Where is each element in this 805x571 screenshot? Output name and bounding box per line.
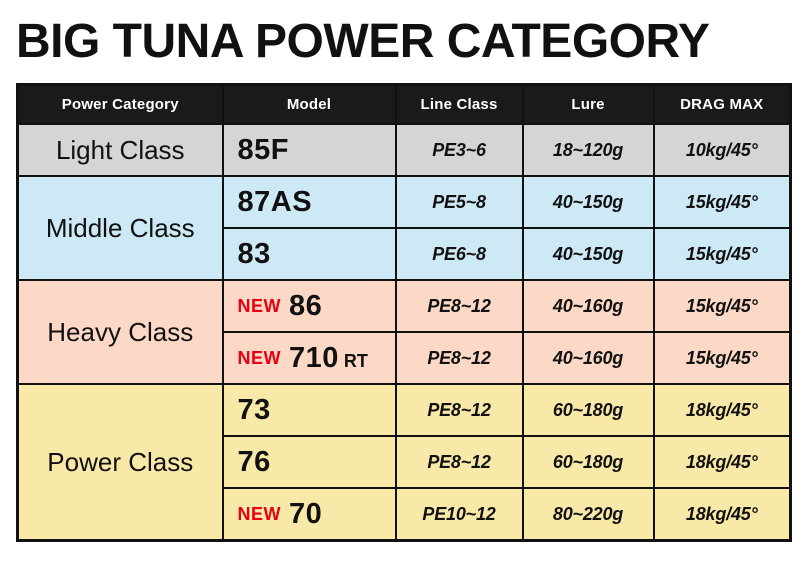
col-header-line-class: Line Class — [394, 83, 524, 126]
line-class-cell: PE8~12 — [394, 331, 524, 386]
model-cell: 76 — [221, 435, 397, 490]
model-cell: 87AS — [221, 175, 397, 230]
model-cell: NEW 70 — [221, 487, 397, 542]
line-class-cell: PE6~8 — [394, 227, 524, 282]
lure-cell: 60~180g — [521, 435, 655, 490]
table-row-70: NEW 70 PE10~12 80~220g 18kg/45° — [18, 487, 792, 542]
model-cell: NEW 86 — [221, 279, 397, 334]
model-cell: 83 — [221, 227, 397, 282]
table-header: Power Category Model Line Class Lure DRA… — [16, 83, 792, 126]
table-body: Light Class 85F PE3~6 18~120g 10kg/45° M… — [16, 123, 792, 542]
table-row-83: 83 PE6~8 40~150g 15kg/45° — [18, 227, 792, 282]
drag-max-cell: 10kg/45° — [652, 123, 792, 178]
line-class-cell: PE10~12 — [394, 487, 524, 542]
table-row-76: 76 PE8~12 60~180g 18kg/45° — [18, 435, 792, 490]
col-header-lure: Lure — [521, 83, 655, 126]
col-header-model: Model — [221, 83, 397, 126]
category-cell-power-class: Power Class — [16, 383, 224, 542]
model-number: 76 — [237, 445, 271, 478]
model-suffix: RT — [343, 350, 368, 371]
page-title: BIG TUNA POWER CATEGORY — [16, 15, 710, 68]
table-row-73: Power Class 73 PE8~12 60~180g 18kg/45° — [16, 383, 792, 542]
lure-cell: 60~180g — [521, 383, 655, 438]
table-row-86: Heavy Class NEW 86 PE8~12 40~160g 15kg/45… — [16, 279, 792, 386]
lure-cell: 40~150g — [521, 227, 655, 282]
new-badge: NEW — [237, 295, 281, 316]
table-row-85f: Light Class 85F PE3~6 18~120g 10kg/45° — [16, 123, 792, 178]
drag-max-cell: 15kg/45° — [652, 227, 792, 282]
category-cell-middle-class: Middle Class — [16, 175, 224, 282]
model-number: 73 — [237, 393, 271, 426]
spec-table: Power Category Model Line Class Lure DRA… — [16, 82, 792, 542]
model-cell: NEW 710 RT — [221, 331, 397, 386]
drag-max-cell: 15kg/45° — [652, 331, 792, 386]
col-header-drag-max: DRAG MAX — [652, 83, 792, 126]
model-number: 85F — [237, 133, 289, 166]
model-number: 83 — [237, 237, 271, 270]
table-row-710rt: NEW 710 RT PE8~12 40~160g 15kg/45° — [18, 331, 792, 386]
lure-cell: 40~160g — [521, 279, 655, 334]
model-number: 86 — [289, 289, 323, 322]
lure-cell: 40~160g — [521, 331, 655, 386]
category-cell-light-class: Light Class — [16, 123, 224, 178]
model-cell: 73 — [221, 383, 397, 438]
new-badge: NEW — [237, 347, 281, 368]
model-number: 87AS — [237, 185, 313, 218]
header-row: Power Category Model Line Class Lure DRA… — [16, 83, 792, 126]
lure-cell: 80~220g — [521, 487, 655, 542]
model-number: 70 — [289, 497, 323, 530]
drag-max-cell: 15kg/45° — [652, 279, 792, 334]
category-cell-heavy-class: Heavy Class — [16, 279, 224, 386]
table-row-87as: Middle Class 87AS PE5~8 40~150g 15kg/45° — [16, 175, 792, 282]
lure-cell: 18~120g — [521, 123, 655, 178]
new-badge: NEW — [237, 503, 281, 524]
lure-cell: 40~150g — [521, 175, 655, 230]
model-cell: 85F — [221, 123, 397, 178]
drag-max-cell: 18kg/45° — [652, 383, 792, 438]
drag-max-cell: 18kg/45° — [652, 487, 792, 542]
line-class-cell: PE5~8 — [394, 175, 524, 230]
model-number: 710 — [289, 341, 339, 374]
line-class-cell: PE8~12 — [394, 383, 524, 438]
line-class-cell: PE3~6 — [394, 123, 524, 178]
col-header-power-category: Power Category — [16, 83, 224, 126]
drag-max-cell: 15kg/45° — [652, 175, 792, 230]
line-class-cell: PE8~12 — [394, 435, 524, 490]
line-class-cell: PE8~12 — [394, 279, 524, 334]
drag-max-cell: 18kg/45° — [652, 435, 792, 490]
